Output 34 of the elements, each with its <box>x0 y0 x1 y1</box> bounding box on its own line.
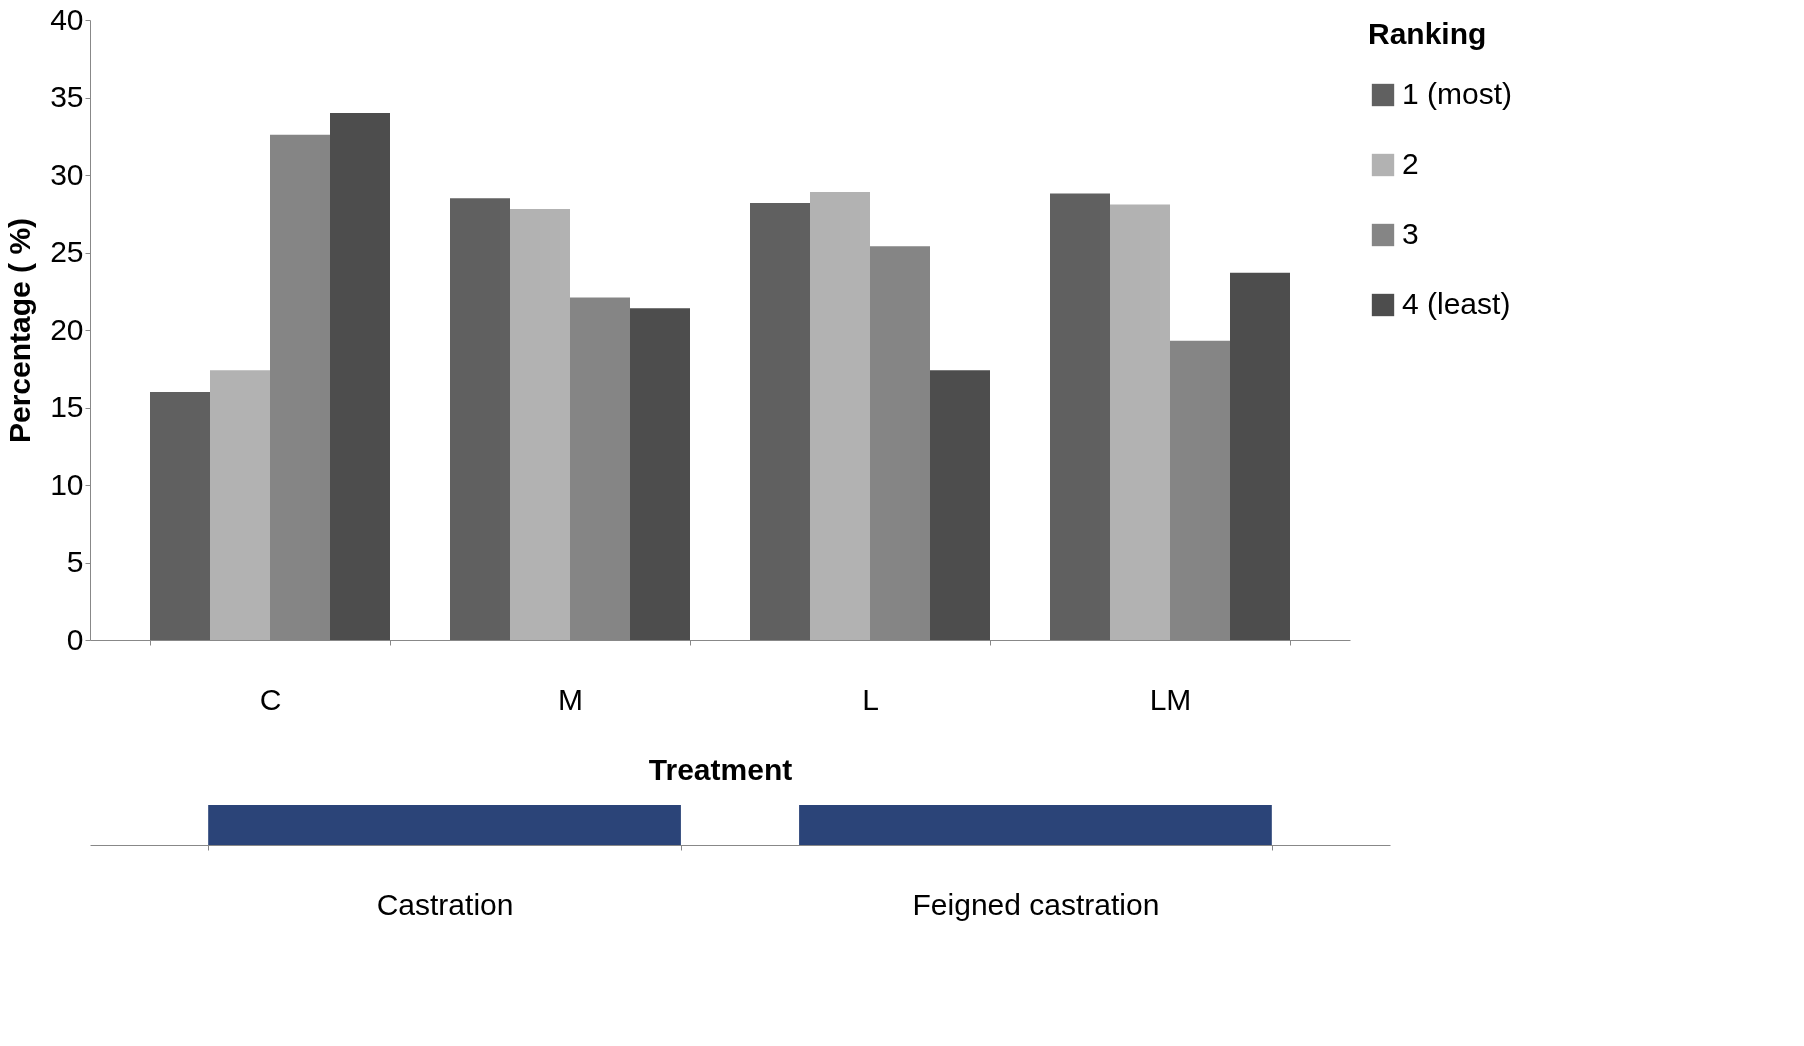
bar <box>330 113 390 640</box>
legend-label: 2 <box>1402 147 1419 180</box>
bar <box>1110 204 1170 640</box>
y-tick-label: 25 <box>50 235 84 268</box>
y-tick-label: 40 <box>50 2 84 36</box>
y-tick-label: 35 <box>50 80 84 113</box>
legend-title: Ranking <box>1368 17 1487 50</box>
y-tick-label: 30 <box>50 157 84 191</box>
y-tick-label: 0 <box>66 622 84 656</box>
y-tick-label: 5 <box>66 545 84 578</box>
bar <box>1050 193 1110 640</box>
bar <box>510 209 570 640</box>
bar <box>150 392 210 640</box>
bar <box>810 192 870 640</box>
legend-label: 1 (most) <box>1402 77 1513 110</box>
bar <box>930 370 990 640</box>
bar <box>630 308 690 640</box>
bar <box>1230 272 1290 640</box>
x-tick-label: Feigned castration <box>912 887 1160 921</box>
bar <box>210 370 270 640</box>
bar <box>750 202 810 640</box>
y-axis-title: Percentage ( %) <box>3 217 37 444</box>
legend-label: 4 (least) <box>1402 287 1511 320</box>
x-tick-label: M <box>558 682 583 716</box>
y-tick-label: 20 <box>50 312 84 346</box>
x-tick-label: L <box>862 682 879 716</box>
x-tick-label: C <box>259 682 282 716</box>
legend-label: 3 <box>1402 217 1419 250</box>
bar <box>450 198 510 640</box>
x-tick-label: Castration <box>376 887 514 921</box>
y-tick-label: 15 <box>50 390 84 423</box>
x-axis-title: Treatment <box>648 752 793 786</box>
y-tick-label: 10 <box>50 467 84 501</box>
x-tick-label: LM <box>1149 682 1192 716</box>
